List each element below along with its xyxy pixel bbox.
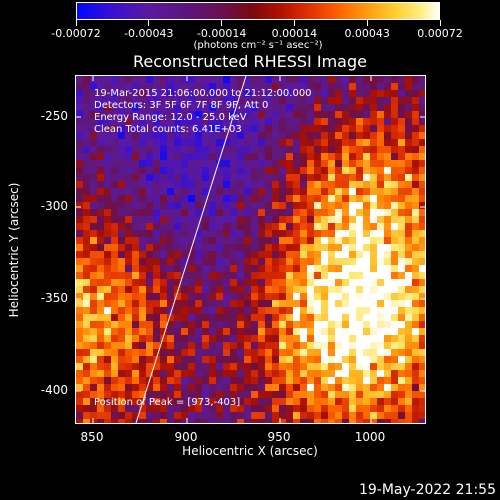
detectors-text: Detectors: 3F 5F 6F 7F 8F 9F, Att 0	[94, 100, 269, 111]
x-tick-label: 850	[80, 430, 104, 444]
heatmap-pixels	[76, 76, 425, 423]
colorbar-tick-label: -0.00072	[51, 27, 101, 40]
colorbar-tick	[221, 20, 223, 26]
y-tick-label: -400	[40, 383, 68, 397]
x-tick-label: 1000	[354, 430, 386, 444]
colorbar-tick-label: 0.00072	[417, 27, 463, 40]
peak-position-text: Position of Peak = [973,-403]	[94, 397, 241, 408]
colorbar-tick	[148, 20, 150, 26]
colorbar-tick	[75, 20, 77, 26]
time-range-text: 19-Mar-2015 21:06:00.000 to 21:12:00.000	[94, 88, 312, 99]
x-tick-label: 950	[267, 430, 291, 444]
colorbar-tick-label: -0.00043	[124, 27, 174, 40]
colorbar	[76, 2, 440, 20]
colorbar-tick	[366, 20, 368, 26]
plot-title: Reconstructed RHESSI Image	[133, 52, 367, 71]
energy-range-text: Energy Range: 12.0 - 25.0 keV	[94, 112, 247, 123]
x-axis-label: Heliocentric X (arcsec)	[182, 444, 318, 458]
colorbar-tick-label: 0.00043	[344, 27, 390, 40]
colorbar-tick	[439, 20, 441, 26]
solar-limb-line	[135, 76, 247, 423]
y-tick-label: -250	[40, 109, 68, 123]
y-axis-label: Heliocentric Y (arcsec)	[7, 182, 21, 318]
colorbar-tick-label: -0.00014	[196, 27, 247, 40]
y-tick-label: -350	[40, 291, 68, 305]
timestamp: 19-May-2022 21:55	[358, 482, 496, 498]
y-tick-label: -300	[40, 199, 68, 213]
x-tick-label: 900	[174, 430, 198, 444]
heatmap-image	[76, 76, 425, 423]
image-plot-area	[75, 75, 426, 424]
clean-counts-text: Clean Total counts: 6.41E+03	[94, 124, 242, 135]
colorbar-tick-label: 0.00014	[271, 27, 318, 40]
colorbar-tick	[293, 20, 295, 26]
colorbar-units: (photons cm⁻² s⁻¹ asec⁻²)	[193, 40, 323, 51]
